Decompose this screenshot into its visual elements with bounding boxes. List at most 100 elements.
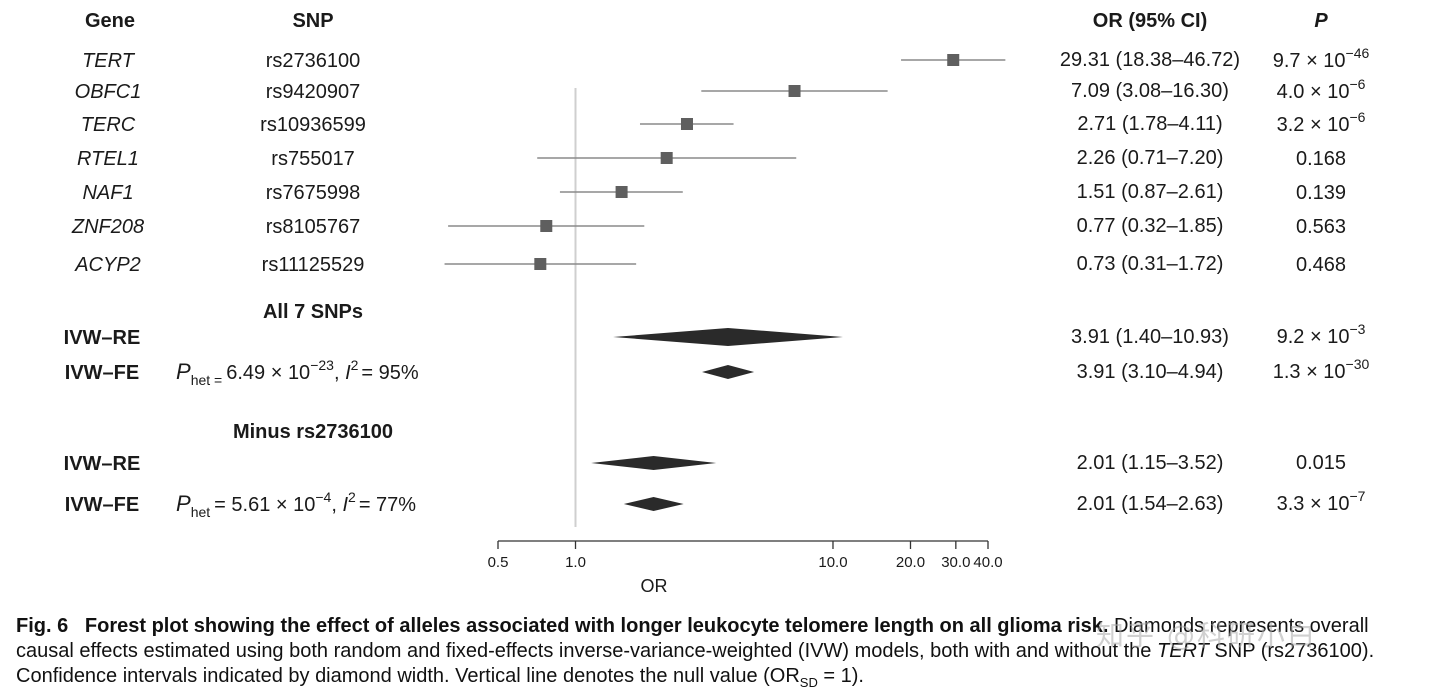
p-value: 0.563 [1296, 216, 1346, 238]
gene-label: TERT [82, 50, 136, 72]
pooled-row: IVW–FE 2.01 (1.54–2.63) 3.3 × 10−7 Phet = 5.… [65, 488, 1366, 520]
header-p: P [1314, 10, 1328, 32]
gene-label: ACYP2 [74, 254, 141, 276]
watermark: 知乎 @科研小白 [1096, 619, 1317, 652]
snp-rows: TERT rs2736100 29.31 (18.38–46.72) 9.7 × 10… [71, 45, 1370, 276]
pooled-diamond [591, 456, 717, 470]
het-part: 2 [348, 489, 356, 505]
snp-label: rs9420907 [266, 81, 361, 103]
het-part: = 95% [361, 362, 418, 384]
header-or-ci: OR (95% CI) [1093, 10, 1207, 32]
group-title: All 7 SNPs [263, 301, 363, 323]
snp-row: TERT rs2736100 29.31 (18.38–46.72) 9.7 × 10… [82, 45, 1369, 72]
figure-title: Forest plot showing the effect of allele… [84, 615, 1109, 637]
snp-label: rs2736100 [266, 50, 361, 72]
point-estimate-square [660, 152, 673, 164]
snp-label: rs7675998 [266, 182, 361, 204]
x-tick-label: 40.0 [973, 554, 1002, 571]
figure-caption: Fig. 6 Forest plot showing the effect of… [16, 614, 1428, 695]
x-axis: 0.5 1.0 10.0 20.0 30.0 40.0 [488, 540, 1003, 571]
snp-row: NAF1 rs7675998 1.51 (0.87–2.61) 0.139 [82, 181, 1346, 204]
het-part: = 77% [359, 494, 416, 516]
pooled-estimates: All 7 SNPs IVW–RE 3.91 (1.40–10.93) 9.2 × 1… [64, 301, 1370, 520]
p-value-base: 3.2 × 10 [1277, 114, 1350, 136]
p-value-exponent: −3 [1349, 321, 1365, 337]
caption-sub-sd: SD [799, 675, 818, 690]
p-value-exponent: −6 [1349, 76, 1365, 92]
het-part: I [342, 494, 348, 516]
p-value-exponent: −6 [1349, 109, 1365, 125]
p-value-base: 9.2 × 10 [1277, 326, 1350, 348]
het-part: 6.49 × 10 [226, 362, 310, 384]
p-value: 4.0 × 10−6 [1277, 76, 1366, 103]
het-part: , [334, 362, 345, 384]
or-ci-value: 29.31 (18.38–46.72) [1060, 49, 1240, 71]
p-value-base: 9.7 × 10 [1273, 50, 1346, 72]
or-ci-value: 3.91 (1.40–10.93) [1071, 326, 1229, 348]
gene-label: NAF1 [82, 182, 133, 204]
p-value-base: 0.139 [1296, 182, 1346, 204]
x-tick-label: 30.0 [941, 554, 970, 571]
x-tick-label: 1.0 [565, 554, 586, 571]
p-value-base: 1.3 × 10 [1273, 361, 1346, 383]
p-value-base: 3.3 × 10 [1277, 493, 1350, 515]
point-estimate-square [947, 54, 960, 66]
gene-label: TERC [81, 114, 136, 136]
p-value: 3.3 × 10−7 [1277, 488, 1366, 515]
figure-label: Fig. 6 [16, 615, 69, 637]
or-ci-value: 2.01 (1.54–2.63) [1077, 493, 1224, 515]
p-value: 0.139 [1296, 182, 1346, 204]
p-value-exponent: −46 [1346, 45, 1370, 61]
group-title: Minus rs2736100 [233, 421, 393, 443]
or-ci-value: 0.77 (0.32–1.85) [1077, 215, 1224, 237]
het-part: P [176, 491, 191, 516]
snp-label: rs755017 [271, 148, 354, 170]
snp-row: RTEL1 rs755017 2.26 (0.71–7.20) 0.168 [77, 147, 1346, 170]
p-value: 9.2 × 10−3 [1277, 321, 1366, 348]
snp-row: OBFC1 rs9420907 7.09 (3.08–16.30) 4.0 × 10−… [75, 76, 1366, 103]
or-ci-value: 2.26 (0.71–7.20) [1077, 147, 1224, 169]
model-label: IVW–FE [65, 494, 139, 516]
pooled-group: Minus rs2736100 IVW–RE 2.01 (1.15–3.52) 0.0… [64, 421, 1366, 520]
p-value-exponent: −7 [1349, 488, 1365, 504]
p-value: 1.3 × 10−30 [1273, 356, 1370, 383]
het-part: het [191, 504, 211, 520]
point-estimate-square [615, 186, 628, 198]
het-part: I [345, 362, 351, 384]
p-value-base: 4.0 × 10 [1277, 81, 1350, 103]
snp-label: rs8105767 [266, 216, 361, 238]
gene-label: RTEL1 [77, 148, 139, 170]
caption-text-3: = 1). [823, 665, 864, 687]
snp-label: rs11125529 [262, 254, 365, 276]
model-label: IVW–RE [64, 327, 141, 349]
snp-row: TERC rs10936599 2.71 (1.78–4.11) 3.2 × 10−6 [81, 109, 1366, 136]
p-value: 0.468 [1296, 254, 1346, 276]
pooled-diamond [613, 328, 843, 346]
caption-gene-italic: TERT [1156, 640, 1209, 662]
or-ci-value: 3.91 (3.10–4.94) [1077, 361, 1224, 383]
p-value: 0.168 [1296, 148, 1346, 170]
x-tick-label: 10.0 [818, 554, 847, 571]
het-part: −23 [310, 357, 334, 373]
het-part: , [331, 494, 342, 516]
or-ci-value: 0.73 (0.31–1.72) [1077, 253, 1224, 275]
x-tick-label: 20.0 [896, 554, 925, 571]
heterogeneity-stat: Phet = 6.49 × 10−23, I2 = 95% [176, 357, 419, 388]
snp-row: ZNF208 rs8105767 0.77 (0.32–1.85) 0.563 [71, 215, 1346, 238]
p-value-exponent: −30 [1346, 356, 1370, 372]
or-ci-value: 2.01 (1.15–3.52) [1077, 452, 1224, 474]
forest-plot: Gene SNP OR (95% CI) P TERT rs2736100 29.3… [64, 10, 1370, 596]
gene-label: OBFC1 [75, 81, 142, 103]
header-snp: SNP [292, 10, 333, 32]
het-part: = 5.61 × 10 [214, 494, 315, 516]
p-value: 9.7 × 10−46 [1273, 45, 1370, 72]
caption-text-1: Diamonds represents overall causal effec… [16, 615, 1369, 662]
header-gene: Gene [85, 10, 135, 32]
pooled-row: IVW–RE 2.01 (1.15–3.52) 0.015 [64, 452, 1346, 475]
snp-label: rs10936599 [260, 114, 366, 136]
p-value-base: 0.015 [1296, 452, 1346, 474]
caption-text-2: SNP (rs2736100). Confidence intervals in… [16, 640, 1375, 687]
heterogeneity-stat: Phet = 5.61 × 10−4, I2 = 77% [176, 489, 416, 520]
het-part: het = [191, 372, 223, 388]
pooled-diamond [623, 497, 684, 511]
